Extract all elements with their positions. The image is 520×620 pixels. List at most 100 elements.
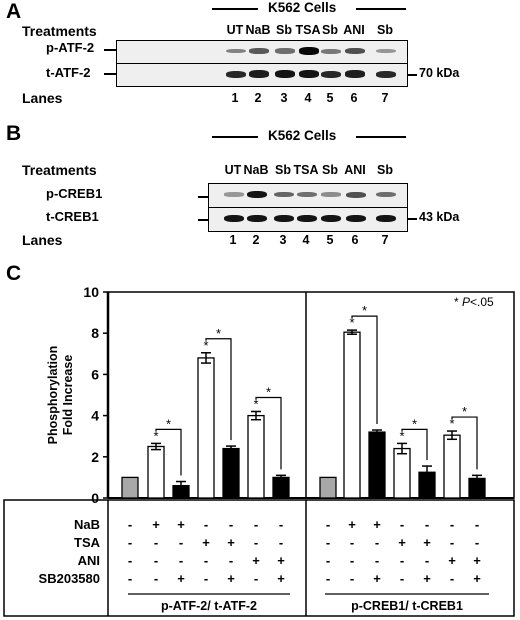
bracket-star-g1-1: * xyxy=(166,416,171,431)
star-g2-6: * xyxy=(449,416,454,431)
panel-a-lane-6: 6 xyxy=(350,91,358,105)
design-cell-nab-g1-3: + xyxy=(177,517,185,532)
design-cell-sb203580-g2-1: - xyxy=(326,571,330,586)
significance-annotation: * P<.05 xyxy=(454,295,494,309)
panel-b-treatment-3: Sb xyxy=(275,163,291,177)
panel-b-t-creb1-band-5 xyxy=(321,214,341,223)
design-cell-tsa-g1-6: - xyxy=(254,535,258,550)
design-cell-nab-g2-6: - xyxy=(450,517,454,532)
design-cell-sb203580-g1-4: - xyxy=(204,571,208,586)
design-cell-ani-g1-5: - xyxy=(229,553,233,568)
y-axis-label-line2: Fold Increase xyxy=(61,355,75,436)
y-axis-label-line1: Phosphorylation xyxy=(46,346,60,445)
design-cell-nab-g2-3: + xyxy=(373,517,381,532)
design-cell-nab-g1-2: + xyxy=(152,517,160,532)
bar-g1-6 xyxy=(247,414,265,499)
group1-caption: p-ATF-2/ t-ATF-2 xyxy=(161,599,257,613)
design-cell-sb203580-g2-2: - xyxy=(350,571,354,586)
design-cell-tsa-g1-4: + xyxy=(202,535,210,550)
panel-b-p-creb1-band-7 xyxy=(376,191,396,198)
design-row-label-ani: ANI xyxy=(78,553,100,568)
panel-a-treatment-1: UT xyxy=(226,23,244,37)
panel-a-t-atf2-band-1 xyxy=(226,70,246,78)
panel-b-lane-2: 2 xyxy=(252,233,260,247)
panel-a-lane-1: 1 xyxy=(231,91,239,105)
design-cell-tsa-g2-4: + xyxy=(398,535,406,550)
y-tick-label-10: 10 xyxy=(83,284,99,300)
panel-a-marker-lead xyxy=(407,74,417,76)
design-row-label-sb203580: SB203580 xyxy=(39,571,100,586)
panel-b-treatment-7: Sb xyxy=(377,163,393,177)
panel-a-row2-label: t-ATF-2 xyxy=(46,65,91,80)
panel-b-lane-6: 6 xyxy=(351,233,359,247)
panel-b-p-creb1-band-2 xyxy=(247,190,267,199)
bracket-g1-3 xyxy=(255,396,282,470)
panel-b-marker-lead xyxy=(407,218,417,220)
annotation-part-1: * xyxy=(454,295,462,309)
panel-a-treatment-2: NaB xyxy=(245,23,271,37)
panel-a-row1-lead xyxy=(104,49,116,51)
bar-g1-7 xyxy=(272,476,290,499)
bar-g2-1 xyxy=(319,476,337,499)
panel-b-row1-lead xyxy=(198,196,208,198)
panel-a-title-rule-left xyxy=(212,8,258,10)
star-g2-4: * xyxy=(399,428,404,443)
bar-g1-1 xyxy=(121,476,139,499)
design-cell-ani-g1-4: - xyxy=(204,553,208,568)
panel-a-p-atf2-band-6 xyxy=(345,48,365,54)
design-cell-ani-g1-2: - xyxy=(154,553,158,568)
panel-a-treatment-5: Sb xyxy=(322,23,338,37)
panel-a-p-atf2-band-1 xyxy=(226,48,246,54)
design-cell-ani-g2-4: - xyxy=(400,553,404,568)
bracket-g2-3 xyxy=(451,416,478,470)
design-cell-sb203580-g2-7: + xyxy=(473,571,481,586)
design-cell-tsa-g1-5: + xyxy=(227,535,235,550)
annotation-part-3: <.05 xyxy=(470,295,494,309)
design-cell-ani-g2-2: - xyxy=(350,553,354,568)
panel-a-letter: A xyxy=(6,0,22,23)
panel-a-cells-title: K562 Cells xyxy=(268,0,337,15)
panel-b-treatment-1: UT xyxy=(224,163,242,177)
bracket-star-g2-2: * xyxy=(412,416,417,431)
panel-b-treatments-label: Treatments xyxy=(22,162,97,178)
design-cell-nab-g2-1: - xyxy=(326,517,330,532)
star-g2-2: * xyxy=(349,315,354,330)
panel-b-lane-5: 5 xyxy=(326,233,334,247)
panel-b-treatment-6: ANI xyxy=(344,163,366,177)
design-cell-tsa-g2-6: - xyxy=(450,535,454,550)
design-cell-tsa-g2-1: - xyxy=(326,535,330,550)
design-table-frame xyxy=(3,499,515,617)
panel-a-t-atf2-band-4 xyxy=(299,70,319,78)
panel-a-lane-5: 5 xyxy=(326,91,334,105)
panel-a-title-rule-right xyxy=(356,8,406,10)
design-cell-sb203580-g1-7: + xyxy=(277,571,285,586)
panel-a-t-atf2-blot xyxy=(116,63,408,87)
star-g1-2: * xyxy=(153,428,158,443)
panel-a-t-atf2-band-7 xyxy=(376,70,396,78)
design-cell-sb203580-g1-3: + xyxy=(177,571,185,586)
panel-b-cells-title: K562 Cells xyxy=(268,128,337,143)
design-cell-nab-g1-4: - xyxy=(204,517,208,532)
panel-a-t-atf2-band-6 xyxy=(345,70,365,78)
panel-b-marker: 43 kDa xyxy=(419,210,460,224)
design-cell-sb203580-g1-5: + xyxy=(227,571,235,586)
panel-b-t-creb1-blot xyxy=(208,207,408,232)
design-cell-tsa-g1-7: - xyxy=(279,535,283,550)
y-tick-label-2: 2 xyxy=(91,449,99,465)
panel-b-title-rule-left xyxy=(212,136,258,138)
panel-b-letter: B xyxy=(6,122,22,145)
panel-a-treatments-label: Treatments xyxy=(22,23,97,39)
design-cell-nab-g2-4: - xyxy=(400,517,404,532)
panel-b-row2-label: t-CREB1 xyxy=(46,209,99,224)
panel-b-lane-1: 1 xyxy=(229,233,237,247)
panel-a-t-atf2-band-5 xyxy=(321,70,341,78)
bracket-g1-2 xyxy=(205,338,232,441)
design-cell-ani-g2-7: + xyxy=(473,553,481,568)
panel-b-t-creb1-band-6 xyxy=(346,214,366,223)
design-cell-sb203580-g1-6: - xyxy=(254,571,258,586)
group2-caption: p-CREB1/ t-CREB1 xyxy=(351,599,463,613)
design-cell-ani-g2-5: - xyxy=(425,553,429,568)
design-cell-ani-g1-1: - xyxy=(128,553,132,568)
panel-a-lane-7: 7 xyxy=(381,91,389,105)
panel-a-p-atf2-band-4 xyxy=(299,47,319,55)
